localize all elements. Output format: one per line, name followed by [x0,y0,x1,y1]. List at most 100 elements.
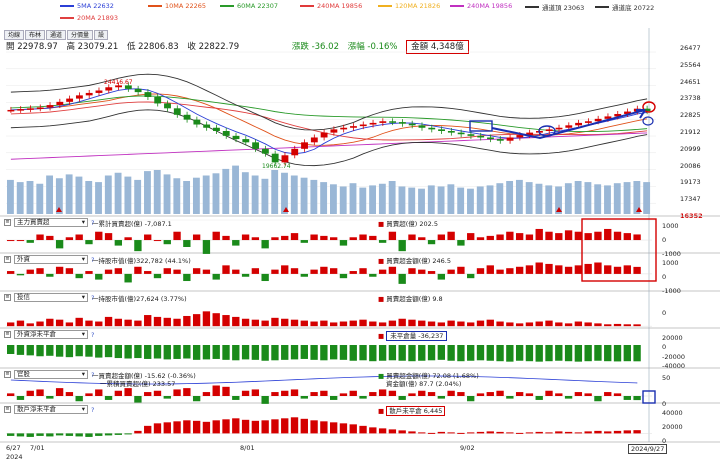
panel-left-label: 一持股市值(億)322,782 (44.1%) [92,257,191,265]
main-force-bar [75,234,83,241]
gov-bar [104,396,113,400]
retail-oi-bar [467,432,475,434]
foreign-bar [388,266,397,274]
main-force-bar [300,240,308,243]
gov-bar [623,396,631,400]
volume-bar [574,181,582,214]
volume-bar [564,183,572,214]
foreign-oi-bar [369,345,377,362]
series-marker-icon: ■ [378,220,387,228]
menu-icon[interactable]: ≡ [4,256,11,263]
panel-dropdown[interactable]: 外資淨未平倉 ▾ [14,330,88,339]
series-marker-icon: ■ [378,295,387,303]
menu-icon[interactable]: ≡ [4,219,11,226]
retail-oi-bar [251,420,260,434]
retail-oi-bar [427,432,436,434]
retail-oi-bar [457,432,465,434]
volume-bar [486,185,494,214]
main-force-bar [95,231,103,241]
candle-body [369,122,377,125]
event-marker-icon [56,207,62,212]
panel-axis-tick: 0 [662,343,667,352]
panel-dropdown[interactable]: 投信 ▾ [14,293,88,302]
panel-dropdown[interactable]: 散戶淨未平倉 ▾ [14,405,88,414]
panel-dropdown[interactable]: 主力買賣超 ▾ [14,218,88,227]
foreign-oi-bar [212,345,220,359]
x-tick: 8/01 [240,444,255,452]
legend-item: 120MA 21826 [378,2,440,10]
help-icon[interactable]: ? [91,330,95,339]
main-force-bar [476,237,485,241]
retail-oi-bar [202,421,211,434]
trust-bar [574,321,583,327]
low-annotation: 19662.74 [262,163,291,170]
gov-bar [271,392,279,396]
volume-bar [183,181,191,214]
menu-icon[interactable]: ≡ [4,294,11,301]
gov-bar [26,390,34,396]
help-icon[interactable]: ? [91,218,95,227]
foreign-oi-bar [114,345,123,359]
foreign-bar [232,269,240,274]
panel-dropdown[interactable]: 官股 ▾ [14,370,88,379]
panel-axis-tick: 40000 [662,409,683,417]
event-marker-icon [283,207,289,212]
main-force-bar [144,234,152,241]
gov-bar [359,396,367,399]
candle-body [418,125,426,128]
panel-axis-tick: 20000 [662,334,683,342]
volume-bar [330,184,337,214]
gov-bar [457,392,465,396]
gov-bar [310,392,318,396]
legend-item: 60MA 22307 [220,2,278,10]
retail-oi-bar [408,431,416,434]
retail-oi-bar [85,433,93,437]
trust-bar [46,318,54,327]
panel-right-label: 買賣超金額(億) 72.08 (1.68%) [386,372,479,380]
tab-channel[interactable]: 通道 [46,30,67,40]
tab-volume-profile[interactable]: 分價量 [67,30,94,40]
candle-body [144,92,152,97]
candle-body [213,127,220,131]
foreign-bar [604,265,612,274]
price-tick: 23738 [680,94,701,103]
foreign-bar [447,269,455,274]
legend-item: 通道底 20722 [595,2,654,12]
trust-bar [65,322,74,327]
menu-icon[interactable]: ≡ [4,406,11,413]
gov-bar [408,393,416,396]
menu-icon[interactable]: ≡ [4,371,11,378]
panel-axis-tick: -1000 [662,250,681,258]
series-marker-icon: ■ [378,407,387,415]
amount-value: 金額 4,348億 [406,40,469,54]
gov-bar [144,392,152,396]
help-icon[interactable]: ? [91,293,95,302]
main-force-bar [232,240,240,246]
x-tick-current: 2024/9/27 [628,444,668,454]
help-icon[interactable]: ? [91,255,95,264]
trust-bar [467,322,475,327]
gov-bar [339,393,348,396]
retail-oi-bar [134,430,142,434]
panel-dropdown[interactable]: 外資 ▾ [14,255,88,264]
trust-bar [212,313,220,327]
trust-bar [85,320,93,327]
retail-oi-bar [604,431,612,434]
foreign-bar [496,269,504,274]
gov-bar [7,393,15,396]
tab-ma[interactable]: 均線 [4,30,25,40]
menu-icon[interactable]: ≡ [4,331,11,338]
main-force-bar [633,234,641,241]
help-icon[interactable]: ? [91,370,95,379]
tab-bollinger[interactable]: 布林 [25,30,46,40]
tab-settings[interactable]: 設 [94,30,109,40]
gov-bar [447,390,455,396]
retail-oi-bar [232,418,240,434]
volume-bar [633,181,641,214]
help-icon[interactable]: ? [91,405,95,414]
main-force-bar [555,233,563,241]
volume-bar [643,182,651,214]
trust-bar [633,324,641,327]
retail-oi-bar [388,429,397,434]
foreign-bar [339,273,348,279]
